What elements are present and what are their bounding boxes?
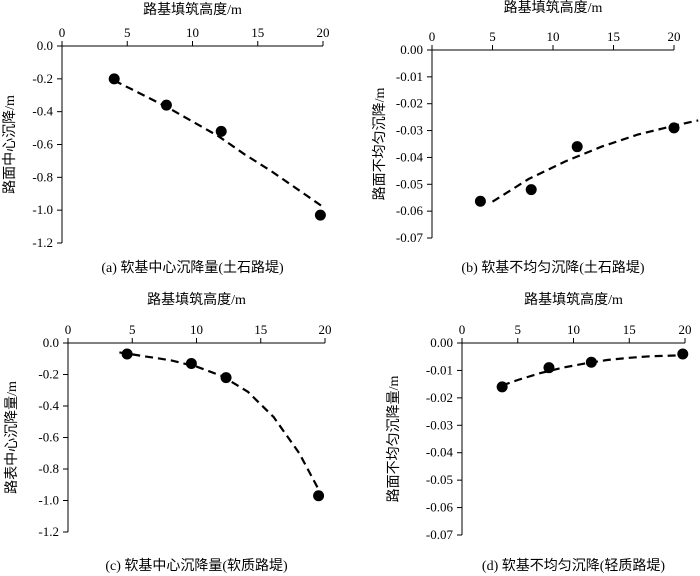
data-point [160,99,172,111]
y-tick-label: -1.0 [32,202,53,217]
x-tick-label: 0 [429,29,436,44]
data-point [220,372,232,384]
data-point [677,348,689,360]
panel-caption: (b) 软基不均匀沉降(土石路堤) [461,259,644,276]
x-tick-label: 20 [317,25,330,40]
data-point [585,356,597,368]
y-axis-title: 路表中心沉降量/m [4,381,20,494]
x-tick-label: 20 [319,322,332,337]
x-tick-label: 0 [65,322,72,337]
chart-panel-b: 0 5 10 15 20 0.00 -0.01 -0.02 -0.03 -0.04 -0.05 -0.… [372,0,699,276]
y-tick-label: -0.05 [426,472,453,487]
data-point [496,381,508,393]
data-point [215,125,227,137]
chart-panel-d: 0 5 10 15 20 0.00 -0.01 -0.02 -0.03 -0.04 -0.05 -0.… [386,291,692,574]
y-tick-label: -0.03 [396,123,423,138]
trend-line [113,79,324,208]
data-point [314,209,326,221]
trend-line [501,354,683,387]
y-tick-label: 0.0 [37,38,53,53]
y-tick-label: -1.2 [38,524,59,539]
x-tick-label: 10 [190,322,203,337]
panel-caption: (c) 软基中心沉降量(软质路堤) [105,557,288,574]
x-axis-title: 路基填筑高度/m [143,1,242,18]
y-axis-title: 路面不均匀沉降量/m [386,376,402,503]
x-tick-label: 5 [515,322,522,337]
x-axis-title: 路基填筑高度/m [504,0,603,16]
y-tick-label: -0.4 [38,398,59,413]
y-tick-label: -0.06 [396,203,424,218]
x-tick-label: 10 [547,29,560,44]
chart-panel-a: 0 5 10 15 20 0.0 -0.2 -0.4 -0.6 -0.8 -1.0 -1.2 路基填筑高… [2,1,330,276]
y-tick-label: -0.8 [32,169,53,184]
x-tick-label: 5 [124,25,131,40]
y-tick-label: -0.2 [38,367,59,382]
panel-caption: (a) 软基中心沉降量(土石路堤) [101,259,284,276]
y-tick-label: -0.6 [32,137,53,152]
y-tick-label: -0.03 [426,417,453,432]
data-point [474,195,486,207]
y-tick-label: -0.2 [32,71,53,86]
y-tick-label: -1.0 [38,493,59,508]
y-axis-title: 路面不均匀沉降/m [372,88,388,201]
trend-line [491,119,699,203]
x-tick-label: 15 [623,322,636,337]
data-point [185,357,197,369]
chart-panel-c: 0 5 10 15 20 0.0 -0.2 -0.4 -0.6 -0.8 -1.0 -1.2 路基填筑高… [4,291,332,574]
x-tick-label: 20 [668,29,681,44]
y-tick-label: -0.04 [396,149,424,164]
y-tick-label: -0.01 [426,362,453,377]
y-tick-label: -0.07 [426,527,454,542]
data-point [313,490,325,502]
x-tick-label: 5 [489,29,496,44]
y-tick-label: -0.02 [396,96,423,111]
x-tick-label: 10 [567,322,580,337]
y-tick-label: -0.05 [396,176,423,191]
x-tick-label: 20 [679,322,692,337]
y-tick-label: -0.6 [38,430,59,445]
panel-caption: (d) 软基不均匀沉降(轻质路堤) [482,557,665,574]
y-tick-label: -0.02 [426,390,453,405]
y-tick-label: -0.07 [396,230,424,245]
x-tick-label: 15 [607,29,620,44]
y-tick-label: -0.01 [396,69,423,84]
x-tick-label: 5 [129,322,136,337]
x-tick-label: 10 [186,25,199,40]
x-tick-label: 0 [459,322,466,337]
data-point [525,184,537,196]
y-tick-label: -0.4 [32,104,53,119]
y-tick-label: -1.2 [32,235,53,250]
data-point [108,73,120,85]
y-tick-label: -0.06 [426,500,454,515]
data-point [668,122,680,134]
y-tick-label: 0.0 [43,335,59,350]
y-tick-label: -0.8 [38,461,59,476]
y-tick-label: -0.04 [426,445,454,460]
y-tick-label: 0.00 [430,335,453,350]
x-axis-title: 路基填筑高度/m [524,291,623,308]
x-axis-title: 路基填筑高度/m [147,291,246,308]
x-tick-label: 15 [254,322,267,337]
trend-line [119,351,320,491]
x-tick-label: 15 [251,25,264,40]
y-tick-label: 0.00 [400,42,423,57]
data-point [121,348,133,360]
data-point [543,362,555,374]
data-point [571,141,583,153]
y-axis-title: 路面中心沉降/m [2,95,18,194]
x-tick-label: 0 [59,25,66,40]
